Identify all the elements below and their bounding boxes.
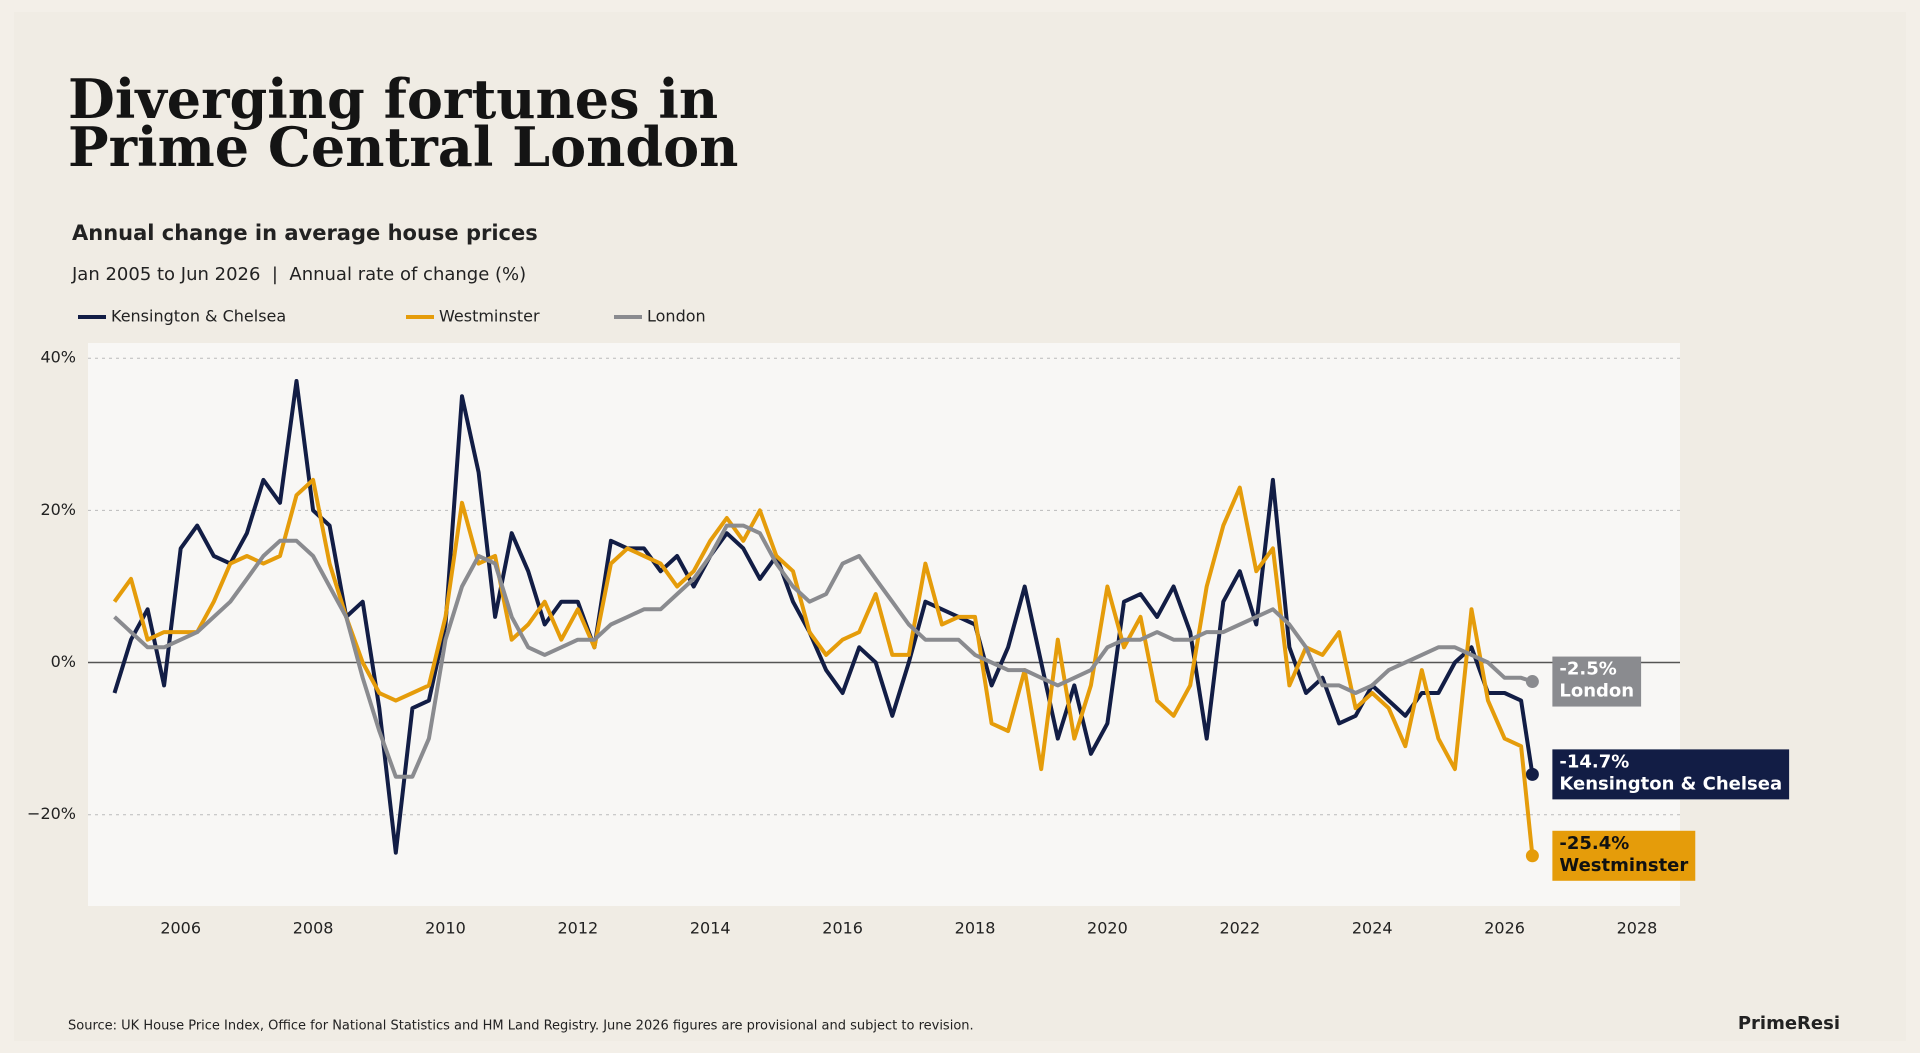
end-label-name: Westminster	[1559, 855, 1688, 876]
end-label-box	[1552, 830, 1696, 881]
legend-label: Westminster	[439, 307, 540, 326]
x-tick-label: 2022	[1219, 919, 1260, 938]
series-line	[113, 523, 1534, 779]
chart-title: Diverging fortunes in	[68, 67, 718, 131]
x-tick-label: 2016	[822, 919, 863, 938]
chart-subtitle: Annual change in average house prices	[72, 221, 538, 245]
end-label: -2.5%London	[1552, 656, 1642, 707]
end-label-box	[1552, 656, 1642, 707]
x-tick-label: 2010	[425, 919, 466, 938]
x-tick-label: 2026	[1484, 919, 1525, 938]
chart-title: Prime Central London	[68, 115, 738, 179]
end-label-value: -14.7%	[1559, 751, 1629, 772]
x-tick-label: 2012	[557, 919, 598, 938]
brand: PrimeResi	[1738, 1013, 1840, 1034]
end-label-value: -25.4%	[1559, 833, 1629, 854]
chart-description: Jan 2005 to Jun 2026 | Annual rate of ch…	[71, 264, 526, 285]
end-point	[1525, 767, 1539, 781]
end-label-box	[1552, 749, 1790, 800]
legend-label: Kensington & Chelsea	[111, 307, 286, 326]
x-tick-label: 2014	[690, 919, 731, 938]
x-tick-label: 2006	[160, 919, 201, 938]
y-tick-label: −20%	[27, 804, 76, 823]
end-point	[1525, 849, 1539, 863]
x-tick-label: 2024	[1352, 919, 1393, 938]
y-tick-label: 0%	[51, 652, 76, 671]
x-tick-label: 2008	[293, 919, 334, 938]
legend-label: London	[647, 307, 706, 326]
end-label-name: London	[1559, 681, 1634, 702]
y-tick-label: 20%	[40, 500, 76, 519]
end-label-value: -2.5%	[1559, 659, 1616, 680]
x-tick-label: 2018	[955, 919, 996, 938]
x-tick-label: 2020	[1087, 919, 1128, 938]
y-tick-label: 40%	[40, 348, 76, 367]
end-label: -25.4%Westminster	[1552, 830, 1696, 881]
end-label: -14.7%Kensington & Chelsea	[1552, 749, 1790, 800]
end-label-name: Kensington & Chelsea	[1559, 773, 1782, 794]
end-point	[1525, 675, 1539, 689]
series-line	[112, 379, 1535, 855]
x-tick-label: 2028	[1617, 919, 1658, 938]
source-note: Source: UK House Price Index, Office for…	[68, 1019, 974, 1034]
